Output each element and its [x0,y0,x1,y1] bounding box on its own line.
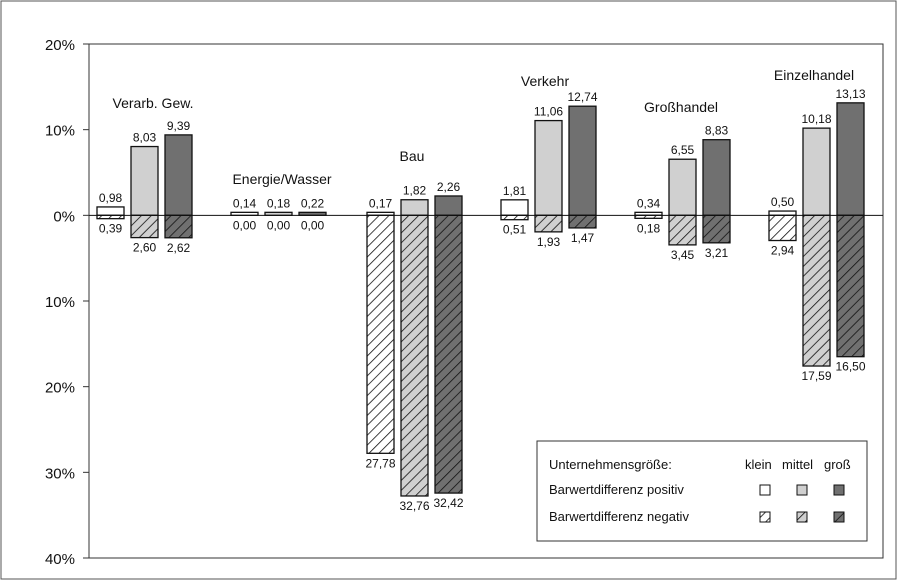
value-label-negative-mittel: 1,93 [537,235,561,249]
bar-negative-klein [96,214,125,220]
bar-positive-mittel [130,145,159,216]
legend-swatch-gross-positive [833,484,845,496]
bar-negative-mittel [802,214,831,367]
bar-positive-mittel [802,127,831,216]
value-label-negative-klein: 0,00 [233,218,257,232]
bar-negative-klein [768,214,797,242]
value-label-negative-klein: 0,51 [503,223,527,237]
bar-negative-gross [568,214,597,229]
value-label-negative-klein: 0,18 [637,221,661,235]
bar-positive-gross [164,134,193,216]
y-tick-label: 20% [45,380,75,397]
bar-positive-mittel [668,158,697,216]
legend-header: Unternehmensgröße: [549,457,672,472]
value-label-negative-mittel: 0,00 [267,218,291,232]
bar-positive-klein [96,206,125,216]
value-label-negative-mittel: 3,45 [671,248,695,262]
y-tick-label: 20% [45,37,75,54]
legend-swatch-klein-negative [759,511,771,523]
category-label: Einzelhandel [774,67,854,83]
value-label-positive-mittel: 1,82 [403,184,427,198]
y-tick-label: 10% [45,294,75,311]
y-tick-label: 0% [53,208,75,225]
legend-size-gross: groß [824,457,851,472]
value-label-negative-gross: 32,42 [433,496,463,510]
value-label-positive-gross: 13,13 [835,87,865,101]
bar-positive-gross [434,195,463,216]
legend-swatch-gross-negative [833,511,845,523]
value-label-positive-klein: 1,81 [503,184,527,198]
value-label-negative-mittel: 2,60 [133,241,157,255]
bar-negative-gross [434,214,463,494]
value-label-positive-mittel: 11,06 [534,105,563,119]
bars-layer: 0,98 0,39 8,03 2,60 9,39 2,62 0,14 0,00 0,18 0,00… [96,87,866,513]
bar-positive-gross [702,139,731,216]
legend-swatch-mittel-negative [796,511,808,523]
category-label: Großhandel [644,99,718,115]
value-label-negative-gross: 16,50 [835,360,865,374]
legend-row-positive: Barwertdifferenz positiv [549,482,684,497]
value-label-negative-klein: 0,39 [99,222,123,236]
value-label-positive-mittel: 8,03 [133,131,157,145]
bar-positive-gross [836,102,865,216]
bar-negative-mittel [130,214,159,239]
y-tick-label: 10% [45,123,75,140]
y-tick-label: 30% [45,465,75,482]
value-label-positive-gross: 2,26 [437,180,461,194]
category-label: Verarb. Gew. [113,95,194,111]
bar-negative-gross [164,214,193,239]
bar-positive-gross [568,105,597,216]
bar-positive-mittel [400,199,429,216]
y-tick-label: 40% [45,551,75,568]
bar-negative-mittel [534,214,563,233]
bar-negative-klein [500,214,529,221]
bar-positive-klein [500,199,529,216]
legend-box [536,440,868,542]
value-label-positive-klein: 0,17 [369,196,393,210]
legend-swatch-klein-positive [759,484,771,496]
bar-negative-klein [366,214,395,454]
value-label-positive-gross: 12,74 [567,90,597,104]
bar-positive-mittel [534,119,563,216]
value-label-negative-gross: 2,62 [167,241,191,255]
legend-size-klein: klein [745,457,772,472]
legend-size-mittel: mittel [782,457,813,472]
y-axis: 20% 10% 0% 10% 20% 30% 40% [45,37,89,568]
category-label: Energie/Wasser [232,171,331,187]
bar-negative-gross [836,214,865,358]
value-label-negative-mittel: 32,76 [399,499,429,513]
bar-negative-gross [702,214,731,244]
bar-negative-mittel [668,214,697,246]
value-label-positive-klein: 0,14 [233,196,257,210]
value-label-negative-gross: 0,00 [301,218,325,232]
legend-row-negative: Barwertdifferenz negativ [549,509,689,524]
value-label-positive-mittel: 0,18 [267,196,291,210]
value-label-positive-klein: 0,34 [637,196,661,210]
value-label-positive-gross: 0,22 [301,196,325,210]
legend: Unternehmensgröße: klein mittel groß Bar… [536,440,868,542]
bar-negative-mittel [400,214,429,497]
category-label: Verkehr [521,73,570,89]
value-label-negative-klein: 2,94 [771,244,795,258]
value-label-positive-klein: 0,98 [99,191,123,205]
value-label-positive-gross: 9,39 [167,119,191,133]
category-label: Bau [400,148,425,164]
legend-swatch-mittel-positive [796,484,808,496]
category-labels: Verarb. Gew. Energie/Wasser Bau Verkehr Groß… [113,67,855,187]
value-label-negative-klein: 27,78 [365,456,395,470]
value-label-positive-mittel: 6,55 [671,143,695,157]
value-label-positive-gross: 8,83 [705,124,729,138]
value-label-positive-klein: 0,50 [771,195,795,209]
value-label-negative-gross: 3,21 [705,246,729,260]
value-label-negative-gross: 1,47 [571,231,595,245]
value-label-positive-mittel: 10,18 [801,112,831,126]
value-label-negative-mittel: 17,59 [801,369,831,383]
